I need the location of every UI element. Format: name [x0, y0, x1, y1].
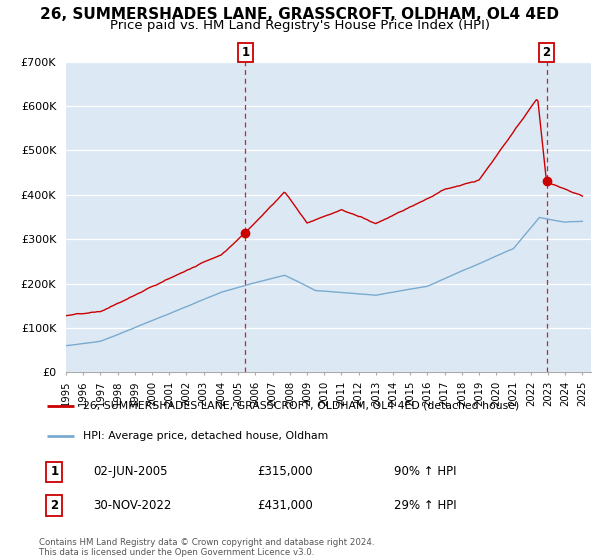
Text: £431,000: £431,000: [257, 499, 313, 512]
Text: 02-JUN-2005: 02-JUN-2005: [94, 465, 168, 478]
Text: 1: 1: [50, 465, 58, 478]
Text: 30-NOV-2022: 30-NOV-2022: [94, 499, 172, 512]
Text: 1: 1: [241, 46, 250, 59]
Text: Contains HM Land Registry data © Crown copyright and database right 2024.
This d: Contains HM Land Registry data © Crown c…: [39, 538, 374, 557]
Text: Price paid vs. HM Land Registry's House Price Index (HPI): Price paid vs. HM Land Registry's House …: [110, 19, 490, 32]
Text: 2: 2: [542, 46, 551, 59]
Text: 26, SUMMERSHADES LANE, GRASSCROFT, OLDHAM, OL4 4ED (detached house): 26, SUMMERSHADES LANE, GRASSCROFT, OLDHA…: [83, 400, 519, 410]
Text: 90% ↑ HPI: 90% ↑ HPI: [394, 465, 457, 478]
Text: 29% ↑ HPI: 29% ↑ HPI: [394, 499, 457, 512]
Text: 26, SUMMERSHADES LANE, GRASSCROFT, OLDHAM, OL4 4ED: 26, SUMMERSHADES LANE, GRASSCROFT, OLDHA…: [41, 7, 560, 22]
Text: £315,000: £315,000: [257, 465, 313, 478]
Text: HPI: Average price, detached house, Oldham: HPI: Average price, detached house, Oldh…: [83, 431, 328, 441]
Text: 2: 2: [50, 499, 58, 512]
